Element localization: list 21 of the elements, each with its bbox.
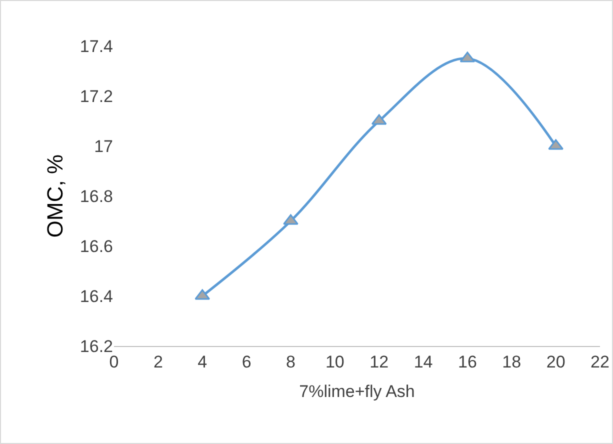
x-tick-label: 10 (325, 352, 344, 372)
x-tick-label: 4 (198, 352, 208, 372)
x-tick-label: 18 (502, 352, 522, 372)
x-tick-label: 6 (242, 352, 252, 372)
x-tick-label: 20 (546, 352, 566, 372)
y-tick-label: 17.2 (80, 86, 113, 106)
y-tick-label: 17.4 (80, 36, 113, 56)
y-tick-label: 16.6 (80, 236, 113, 256)
x-tick-label: 16 (458, 352, 477, 372)
y-tick-label: 17 (94, 136, 113, 156)
y-tick-label: 16.4 (80, 286, 113, 306)
x-tick-label: 12 (370, 352, 389, 372)
y-tick-label: 16.8 (80, 186, 113, 206)
point (548, 139, 564, 150)
x-axis-title: 7%lime+fly Ash (299, 382, 415, 401)
x-tick-label: 8 (286, 352, 296, 372)
point (283, 214, 298, 225)
x-tick-label: 22 (590, 352, 610, 372)
x-tick-label: 14 (414, 352, 433, 372)
y-axis-title: OMC, % (42, 154, 68, 238)
x-tick-label: 2 (153, 352, 163, 372)
